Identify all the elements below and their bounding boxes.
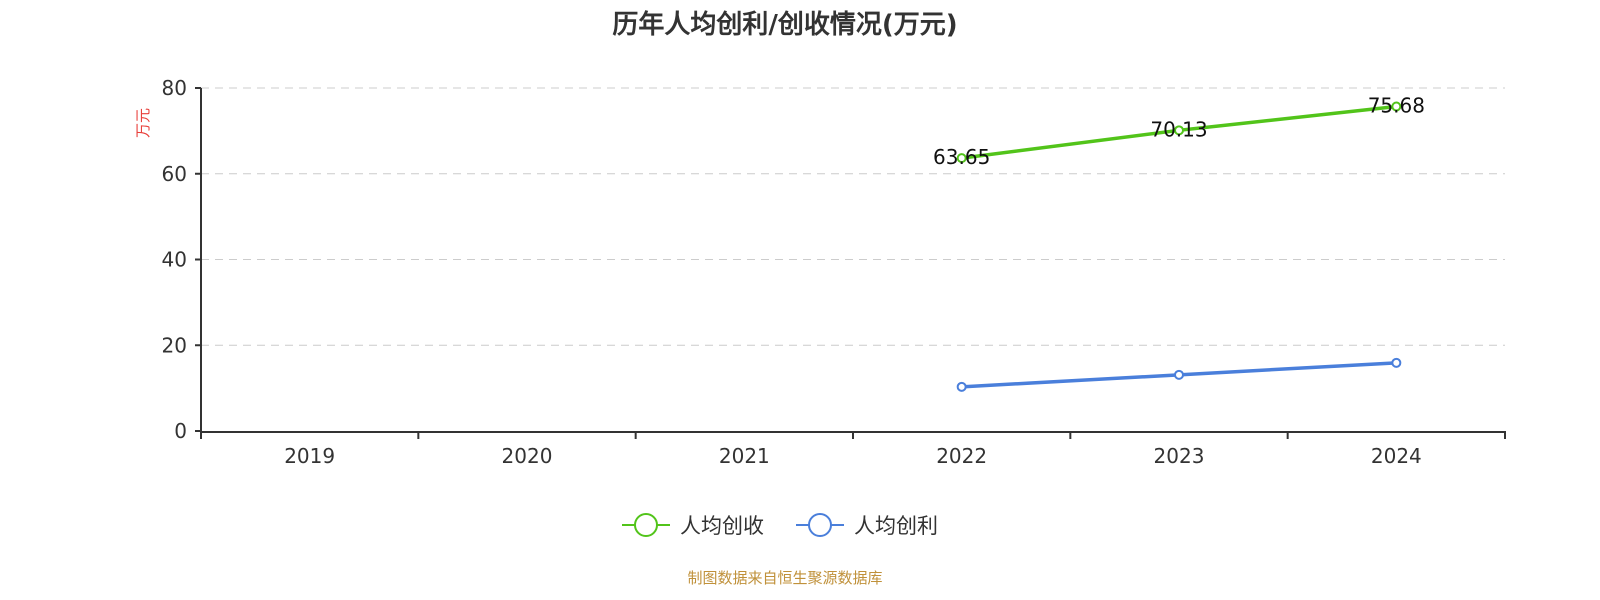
y-tick-label: 60 xyxy=(162,162,187,186)
y-axis-unit: 万元 xyxy=(134,108,152,138)
x-tick-label: 2024 xyxy=(1371,444,1422,468)
data-point-marker xyxy=(1174,369,1184,380)
x-tick-label: 2020 xyxy=(502,444,553,468)
x-tick-label: 2019 xyxy=(284,444,335,468)
data-source-footer: 制图数据来自恒生聚源数据库 xyxy=(687,569,883,587)
chart-title: 历年人均创利/创收情况(万元) xyxy=(612,10,958,40)
legend-label[interactable]: 人均创收 xyxy=(680,514,764,538)
x-tick-label: 2022 xyxy=(936,444,987,468)
y-tick-label: 0 xyxy=(174,419,187,443)
y-tick-label: 80 xyxy=(162,76,187,100)
data-label: 75.68 xyxy=(1368,94,1425,118)
data-point-marker xyxy=(956,381,967,392)
legend-circle-icon xyxy=(808,513,832,537)
data-point-marker xyxy=(1174,125,1184,136)
data-point-marker xyxy=(1391,357,1402,368)
legend-circle-icon xyxy=(634,513,658,537)
y-tick-label: 20 xyxy=(162,333,187,357)
data-label: 70.13 xyxy=(1150,117,1207,141)
data-point-marker xyxy=(1391,101,1402,112)
legend-label[interactable]: 人均创利 xyxy=(854,514,938,538)
x-tick-label: 2023 xyxy=(1154,444,1205,468)
x-tick-label: 2021 xyxy=(719,444,770,468)
y-tick-label: 40 xyxy=(162,248,187,272)
data-label: 63.65 xyxy=(933,145,990,169)
data-point-marker xyxy=(956,153,967,164)
